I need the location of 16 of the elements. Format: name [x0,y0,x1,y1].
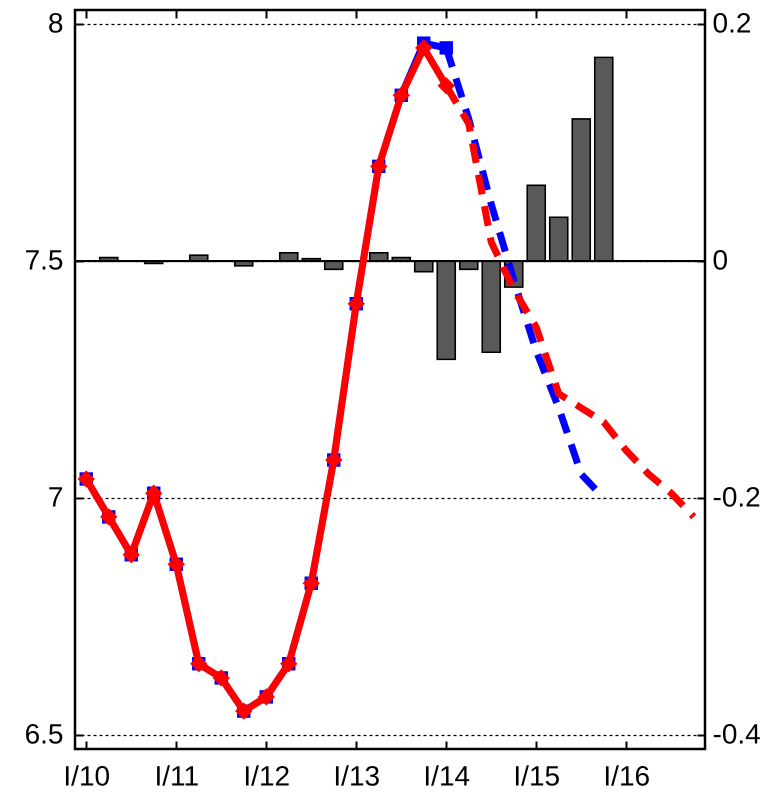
y-tick-label: 8 [48,8,64,39]
y2-tick-label: -0.4 [712,718,761,750]
y2-tick-label: -0.2 [712,481,761,512]
x-tick-label: I/12 [243,760,290,792]
y-tick-label: 7 [48,481,64,512]
point [415,39,432,57]
y2-tick-label: 0.2 [712,8,752,39]
x-tick-label: I/13 [333,760,380,792]
y2-tick-label: 0 [712,244,728,276]
x-tick-label: I/15 [513,760,560,792]
x-tick-label: I/10 [63,760,110,792]
y-tick-label: 7.5 [24,244,64,276]
x-tick-label: I/16 [603,760,650,792]
x-tick-label: I/14 [423,760,470,792]
x-tick-label: I/11 [154,760,200,792]
y-tick-label: 6.5 [24,718,64,750]
